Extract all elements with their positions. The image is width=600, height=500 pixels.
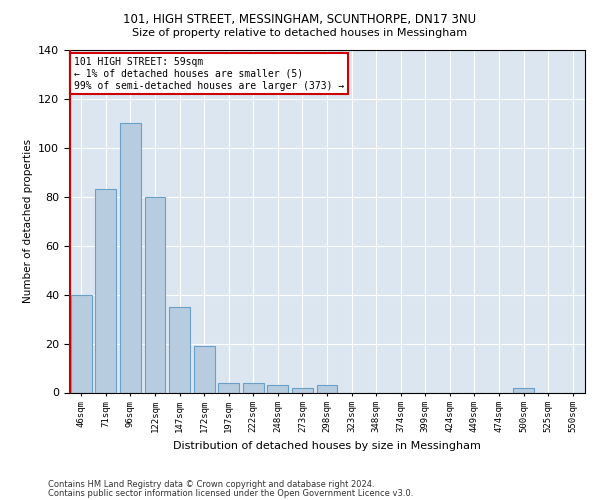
Bar — [292, 388, 313, 392]
Bar — [513, 388, 534, 392]
Bar — [145, 197, 166, 392]
Bar — [317, 385, 337, 392]
Bar — [218, 382, 239, 392]
Text: Contains HM Land Registry data © Crown copyright and database right 2024.: Contains HM Land Registry data © Crown c… — [48, 480, 374, 489]
Bar — [95, 190, 116, 392]
Bar — [194, 346, 215, 393]
Bar — [169, 307, 190, 392]
Text: 101, HIGH STREET, MESSINGHAM, SCUNTHORPE, DN17 3NU: 101, HIGH STREET, MESSINGHAM, SCUNTHORPE… — [124, 12, 476, 26]
Text: 101 HIGH STREET: 59sqm
← 1% of detached houses are smaller (5)
99% of semi-detac: 101 HIGH STREET: 59sqm ← 1% of detached … — [74, 58, 344, 90]
X-axis label: Distribution of detached houses by size in Messingham: Distribution of detached houses by size … — [173, 440, 481, 450]
Text: Contains public sector information licensed under the Open Government Licence v3: Contains public sector information licen… — [48, 489, 413, 498]
Bar — [268, 385, 289, 392]
Bar — [120, 124, 141, 392]
Y-axis label: Number of detached properties: Number of detached properties — [23, 139, 32, 304]
Bar — [243, 382, 264, 392]
Bar — [71, 294, 92, 392]
Text: Size of property relative to detached houses in Messingham: Size of property relative to detached ho… — [133, 28, 467, 38]
